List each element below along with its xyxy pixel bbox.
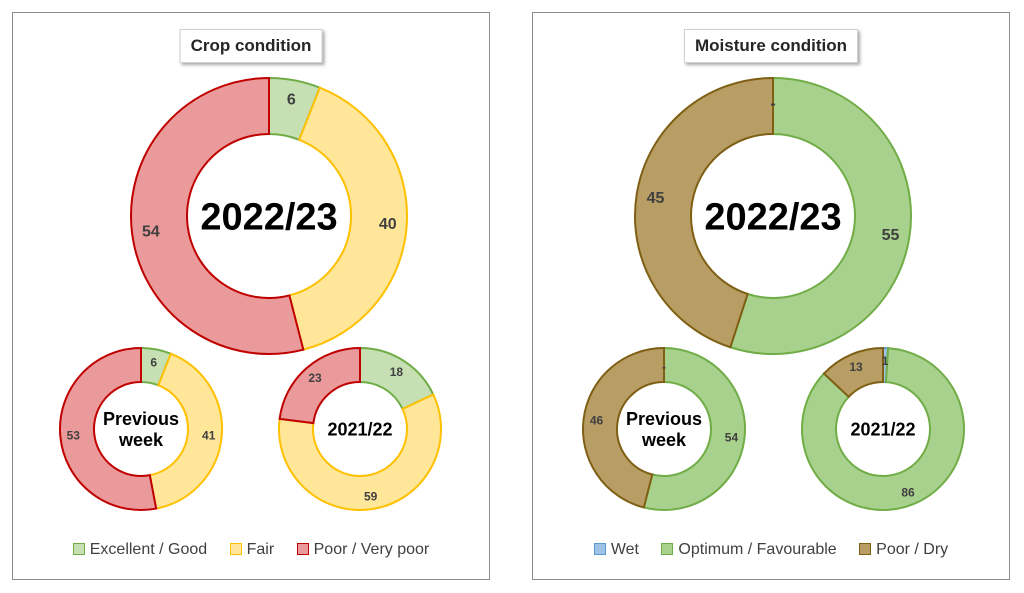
- slice-poor-dry: [634, 76, 774, 349]
- value-label-fair: 59: [364, 489, 378, 503]
- value-label-wet: 1: [882, 354, 889, 368]
- value-label-poor-very-poor: 23: [308, 371, 322, 385]
- crop-condition-panel: 6 40 54 2022/23 6 41 53 Previous week 18 59 23 2021/…: [12, 12, 490, 580]
- value-label-poor-dry: 46: [590, 414, 604, 428]
- value-label-wet: -: [770, 96, 775, 113]
- slice-poor-dry: [582, 346, 665, 509]
- value-label-poor-very-poor: 54: [142, 224, 160, 241]
- moisture-condition-legend: Wet Optimum / Favourable Poor / Dry: [533, 541, 1009, 559]
- donut-center-label: Previous: [103, 409, 179, 429]
- donut-2022-23: 6 40 54 2022/23: [130, 76, 408, 355]
- legend-item-fair: Fair: [229, 541, 275, 559]
- value-label-optimum-favourable: 55: [882, 227, 900, 244]
- donut-center-label: 2022/23: [200, 197, 337, 239]
- legend-label: Poor / Very poor: [313, 541, 430, 558]
- slice-poor-very-poor: [58, 346, 158, 511]
- donut-center-label: week: [641, 430, 687, 450]
- value-label-fair: 41: [202, 429, 216, 443]
- legend-label: Fair: [246, 541, 275, 558]
- value-label-poor-very-poor: 53: [67, 429, 81, 443]
- legend-label: Poor / Dry: [876, 541, 949, 558]
- slice-optimum-favourable: [801, 347, 965, 511]
- legend-label: Wet: [610, 541, 639, 558]
- legend-item-poor-dry: Poor / Dry: [859, 541, 948, 559]
- legend-item-optimum-favourable: Optimum / Favourable: [661, 541, 837, 559]
- legend-swatch: [593, 543, 606, 555]
- slice-optimum-favourable: [642, 346, 746, 511]
- donut-center-label: 2021/22: [327, 419, 392, 439]
- donut-center-label: week: [118, 430, 164, 450]
- legend-label: Excellent / Good: [89, 541, 208, 558]
- donut-center-label: 2022/23: [704, 197, 841, 239]
- legend-label: Optimum / Favourable: [678, 541, 837, 558]
- legend-item-poor-very-poor: Poor / Very poor: [296, 541, 430, 559]
- legend-swatch: [661, 543, 674, 555]
- value-label-wet: -: [662, 360, 666, 374]
- value-label-poor-dry: 45: [647, 190, 665, 207]
- slice-optimum-favourable: [729, 76, 912, 355]
- slice-fair: [288, 86, 408, 351]
- legend-swatch: [296, 543, 309, 555]
- value-label-excellent-good: 18: [390, 365, 404, 379]
- donut-center-label: Previous: [626, 409, 702, 429]
- slice-fair: [278, 393, 442, 511]
- value-label-optimum-favourable: 54: [725, 431, 739, 445]
- legend-item-wet: Wet: [593, 541, 639, 559]
- value-label-excellent-good: 6: [287, 92, 296, 109]
- slice-poor-dry: [822, 346, 884, 399]
- donut-2021-22: 1 86 13 2021/22: [801, 346, 965, 511]
- legend-swatch: [72, 543, 85, 555]
- value-label-poor-dry: 13: [849, 360, 863, 374]
- donut-2021-22: 18 59 23 2021/22: [278, 346, 442, 511]
- donut-2022-23: - 55 45 2022/23: [634, 76, 912, 355]
- crop-condition-title: Crop condition: [179, 29, 323, 63]
- moisture-condition-title: Moisture condition: [683, 29, 859, 63]
- slice-poor-very-poor: [130, 76, 305, 355]
- slice-fair: [148, 352, 223, 510]
- legend-item-excellent-good: Excellent / Good: [72, 541, 208, 559]
- legend-swatch: [859, 543, 872, 555]
- legend-swatch: [229, 543, 242, 555]
- value-label-fair: 40: [379, 216, 397, 233]
- slice-poor-very-poor: [278, 346, 361, 425]
- value-label-excellent-good: 6: [150, 355, 157, 369]
- donut-center-label: 2021/22: [850, 419, 915, 439]
- value-label-optimum-favourable: 86: [901, 485, 915, 499]
- moisture-condition-panel: - 55 45 2022/23 - 54 46 Previous week 1 86 13 2021/2…: [532, 12, 1010, 580]
- crop-condition-legend: Excellent / Good Fair Poor / Very poor: [13, 541, 489, 559]
